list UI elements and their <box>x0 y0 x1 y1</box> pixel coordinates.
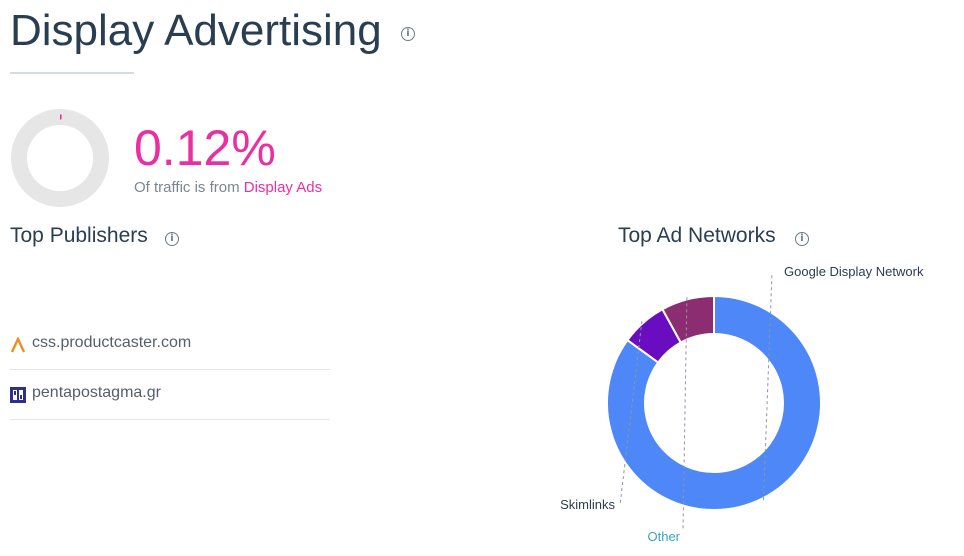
gauge-track <box>11 109 109 207</box>
label-skimlinks: Skimlinks <box>560 497 615 512</box>
ad-networks-donut-chart: Google Display Network Skimlinks Other <box>560 264 924 544</box>
publisher-row[interactable]: css.productcaster.com <box>10 320 330 370</box>
slice-google-display-network[interactable] <box>606 294 822 511</box>
info-icon[interactable]: i <box>401 27 415 41</box>
publisher-name[interactable]: css.productcaster.com <box>32 334 192 351</box>
caption-prefix: Of traffic is from <box>134 179 244 196</box>
display-ads-link[interactable]: Display Ads <box>243 179 323 196</box>
productcaster-favicon-icon <box>10 337 26 353</box>
slice-other[interactable] <box>661 294 715 344</box>
info-icon[interactable]: i <box>165 232 179 246</box>
label-other: Other <box>647 529 680 544</box>
page-title: Display Advertising <box>10 6 382 55</box>
display-traffic-caption: Of traffic is from Display Ads <box>134 179 322 196</box>
leader-line-google-display-network <box>762 272 773 501</box>
leader-line-skimlinks <box>619 321 643 506</box>
publisher-name[interactable]: pentapostagma.gr <box>32 384 161 401</box>
title-divider <box>10 72 134 74</box>
label-google-display-network: Google Display Network <box>784 264 924 279</box>
publisher-row[interactable]: pentapostagma.gr <box>10 370 330 420</box>
leader-line-other <box>682 297 688 530</box>
pentapostagma-favicon-icon <box>10 387 26 403</box>
display-traffic-gauge <box>11 109 109 207</box>
display-traffic-percent: 0.12% <box>134 120 276 176</box>
info-icon[interactable]: i <box>795 232 809 246</box>
top-publishers-title: Top Publishers <box>10 224 148 247</box>
top-ad-networks-title: Top Ad Networks <box>618 224 776 247</box>
